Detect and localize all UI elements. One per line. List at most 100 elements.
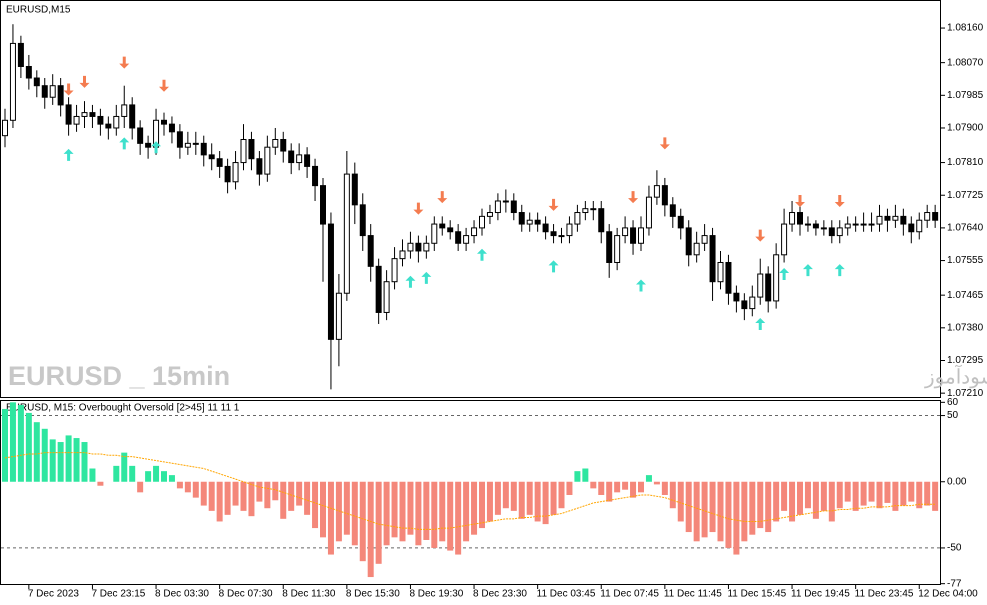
histogram-bar xyxy=(439,481,446,542)
candle-body xyxy=(431,223,438,244)
histogram-bar xyxy=(272,481,279,501)
candle-body xyxy=(176,131,183,148)
histogram-bar xyxy=(892,481,899,511)
candle-body xyxy=(924,212,931,221)
histogram-bar xyxy=(558,481,565,509)
histogram-bar xyxy=(518,481,525,519)
down-arrow xyxy=(79,75,90,88)
histogram-bar xyxy=(725,481,732,548)
histogram-bar xyxy=(463,481,470,542)
candle-body xyxy=(741,300,748,310)
candle-body xyxy=(614,235,621,263)
candle-body xyxy=(598,208,605,233)
candle-body xyxy=(916,219,923,233)
histogram-bar xyxy=(590,481,597,489)
up-arrow xyxy=(421,271,432,284)
candle-body xyxy=(121,104,128,117)
candle-body xyxy=(375,265,382,313)
histogram-bar xyxy=(176,481,183,489)
y-tick-label: 1.07555 xyxy=(947,255,984,266)
candle-body xyxy=(232,162,239,183)
candle-body xyxy=(892,215,899,221)
candle-body xyxy=(900,215,907,225)
histogram-bar xyxy=(804,481,811,509)
candle-body xyxy=(129,104,136,129)
y-tick-label: -50 xyxy=(947,543,962,554)
histogram-bar xyxy=(932,481,939,511)
y-tick-label: 1.07725 xyxy=(947,190,984,201)
candle-body xyxy=(423,242,430,252)
candle-body xyxy=(335,292,342,340)
histogram-bar xyxy=(717,481,724,542)
up-arrow xyxy=(405,275,416,288)
down-arrow xyxy=(834,194,845,207)
histogram-bar xyxy=(89,468,96,482)
histogram-bar xyxy=(113,465,120,482)
down-arrow xyxy=(659,137,670,150)
histogram-bar xyxy=(693,481,700,542)
watermark: EURUSD _ 15min xyxy=(8,361,230,391)
histogram-bar xyxy=(208,481,215,511)
candle-body xyxy=(343,173,350,294)
candle-body xyxy=(415,242,422,252)
histogram-bar xyxy=(168,475,175,482)
candle-body xyxy=(248,139,255,160)
candle-body xyxy=(288,150,295,164)
histogram-bar xyxy=(431,481,438,548)
candle-body xyxy=(733,292,740,302)
up-arrow xyxy=(636,279,646,292)
candle-body xyxy=(717,261,724,283)
histogram-bar xyxy=(757,481,764,529)
candle-body xyxy=(542,223,549,233)
candle-body xyxy=(73,115,80,125)
histogram-bar xyxy=(820,481,827,511)
candle-body xyxy=(789,212,796,225)
histogram-bar xyxy=(9,402,16,482)
histogram-bar xyxy=(582,468,589,482)
candle-body xyxy=(486,212,493,217)
up-arrow xyxy=(477,248,487,261)
x-tick-label: 11 Dec 15:45 xyxy=(727,589,786,600)
down-arrow xyxy=(628,191,639,204)
candle-body xyxy=(447,227,454,233)
histogram-bar xyxy=(375,481,382,564)
histogram-bar xyxy=(534,481,541,522)
candle-body xyxy=(661,185,668,206)
candle-body xyxy=(701,235,708,244)
histogram-bar xyxy=(701,481,708,538)
down-arrow xyxy=(548,198,559,211)
candle-body xyxy=(606,231,613,263)
candle-body xyxy=(749,296,756,310)
histogram-bar xyxy=(876,481,883,509)
candle-body xyxy=(757,273,764,298)
histogram-bar xyxy=(908,481,915,502)
y-tick-label: 0.00 xyxy=(947,476,967,487)
histogram-bar xyxy=(455,481,462,555)
candle-body xyxy=(804,223,811,226)
candle-body xyxy=(224,165,231,183)
signal-line xyxy=(4,452,936,530)
candle-body xyxy=(97,115,104,125)
x-tick-label: 11 Dec 11:45 xyxy=(664,589,722,600)
candle-body xyxy=(208,154,215,160)
histogram-bar xyxy=(335,481,342,542)
candle-body xyxy=(582,208,589,214)
histogram-bar xyxy=(606,481,613,502)
histogram-bar xyxy=(296,481,303,506)
up-arrow xyxy=(151,141,162,154)
histogram-bar xyxy=(502,481,509,509)
candle-body xyxy=(844,223,851,229)
x-tick-label: 12 Dec 04:00 xyxy=(918,589,978,600)
x-tick-label: 8 Dec 19:30 xyxy=(409,589,463,600)
histogram-bar xyxy=(129,465,136,482)
candle-body xyxy=(2,119,8,137)
histogram-bar xyxy=(184,481,191,493)
histogram-bar xyxy=(542,481,549,525)
down-arrow xyxy=(437,191,448,204)
histogram-bar xyxy=(486,481,493,522)
x-tick-label: 11 Dec 07:45 xyxy=(600,589,659,600)
histogram-bar xyxy=(661,481,668,495)
candle-body xyxy=(685,227,692,256)
candle-body xyxy=(33,77,40,87)
candle-body xyxy=(479,215,485,229)
